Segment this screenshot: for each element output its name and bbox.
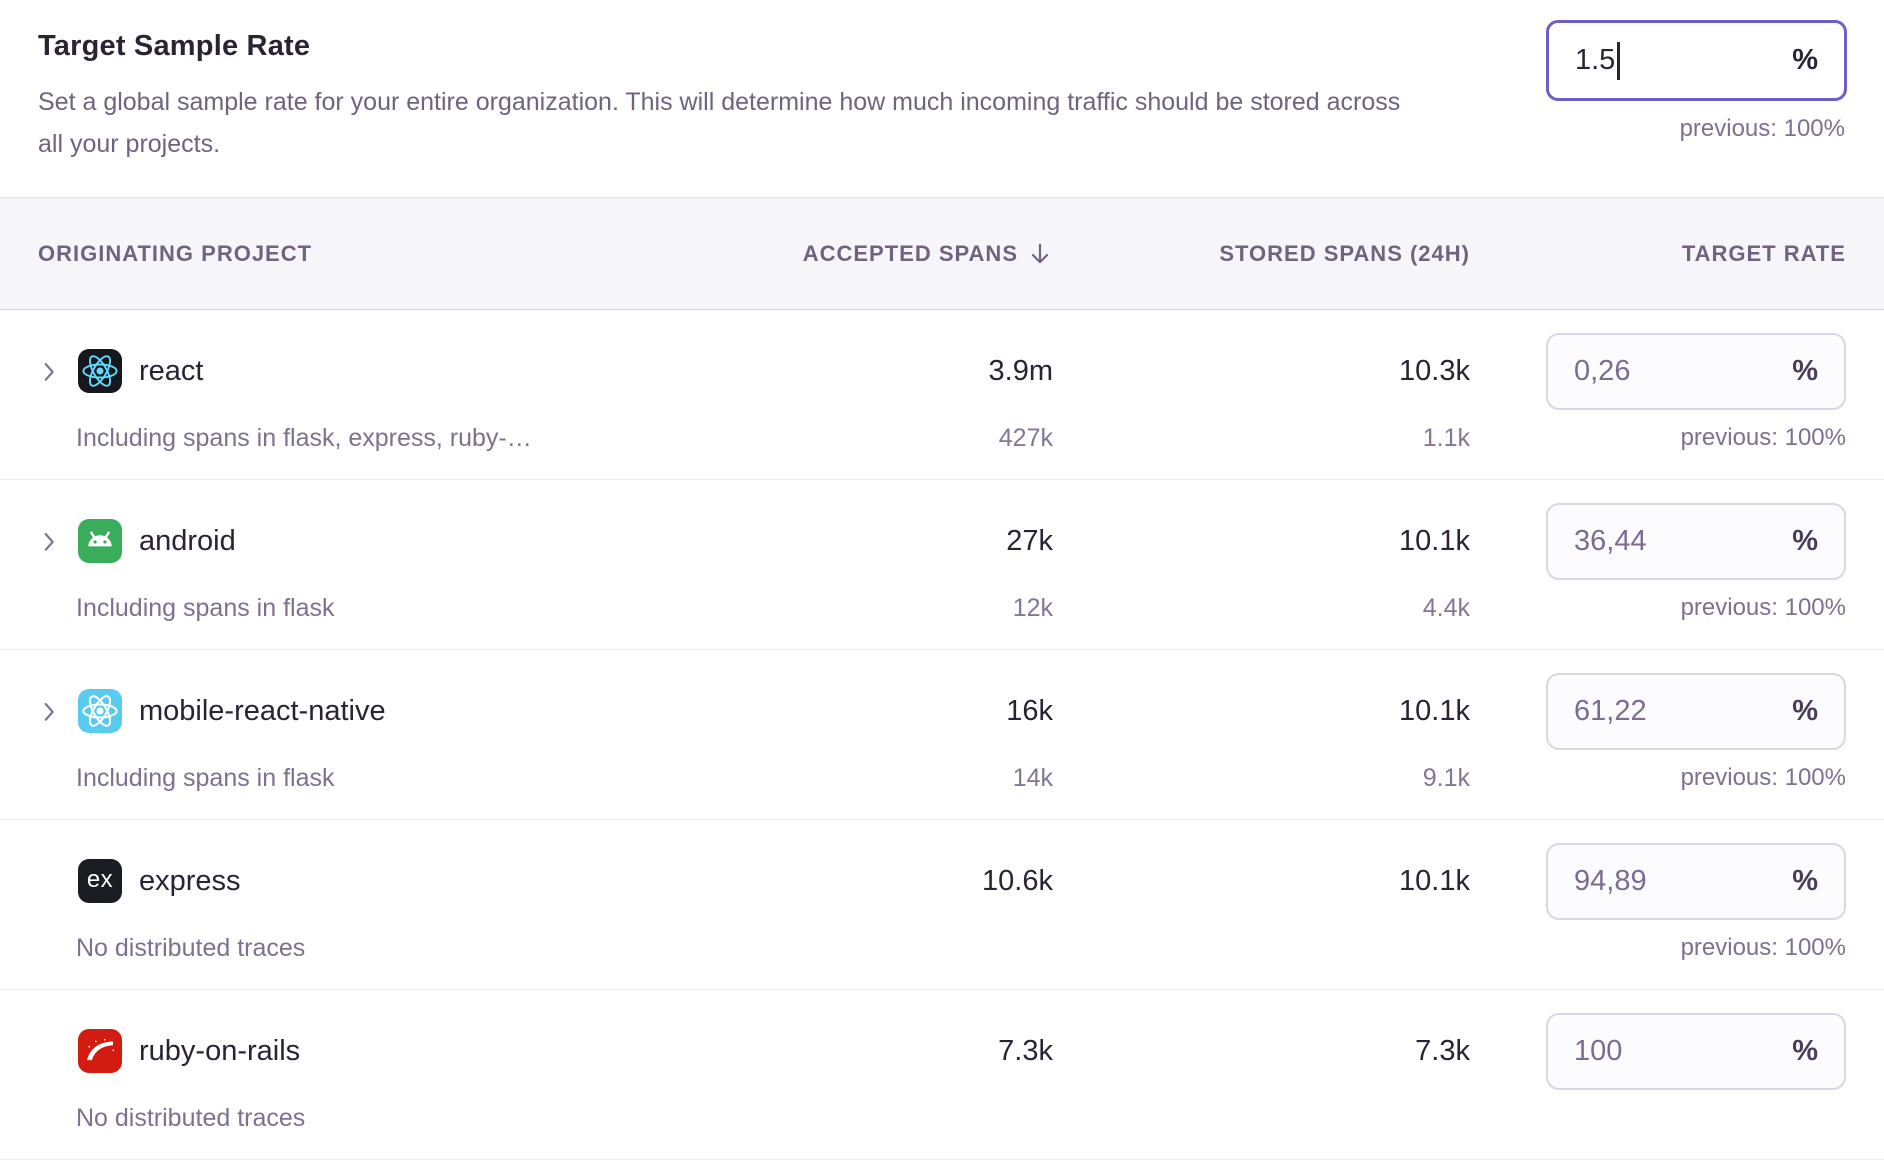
stored-spans-value: 10.1k: [1399, 524, 1470, 557]
react-platform-icon: [78, 349, 122, 393]
project-row-android: android 27k 10.1k 36,44 % Including span…: [0, 480, 1884, 650]
stored-spans-value: 10.3k: [1399, 354, 1470, 387]
percent-suffix: %: [1792, 354, 1818, 387]
previous-rate-label: previous: 100%: [1680, 934, 1846, 961]
previous-rate-label: previous: 100%: [1680, 424, 1846, 451]
sub-stored-spans-value: 1.1k: [1422, 424, 1470, 452]
project-name: react: [139, 354, 204, 387]
ruby-on-rails-platform-icon: [78, 1029, 122, 1073]
global-rate-block: 1.5 % previous: 100%: [1546, 20, 1847, 143]
sub-accepted-spans-value: 14k: [1012, 764, 1053, 792]
accepted-spans-value: 10.6k: [982, 864, 1053, 897]
stored-spans-value: 10.1k: [1399, 864, 1470, 897]
stored-spans-value: 7.3k: [1415, 1034, 1470, 1067]
project-row-react: react 3.9m 10.3k 0,26 % Including spans …: [0, 310, 1884, 480]
project-name: express: [139, 864, 241, 897]
table-header: Originating Project Accepted Spans Store…: [0, 197, 1884, 310]
global-sample-rate-input[interactable]: 1.5 %: [1546, 20, 1847, 101]
previous-rate-label: previous: 100%: [1680, 594, 1846, 621]
accepted-spans-value: 27k: [1006, 524, 1053, 557]
previous-rate-label: previous: 100%: [1680, 764, 1846, 791]
project-sub-row: Including spans in flask, express, ruby-…: [38, 424, 1846, 454]
sub-stored-spans-value: 4.4k: [1422, 594, 1470, 622]
distributed-traces-note: Including spans in flask, express, ruby-…: [76, 424, 532, 452]
accepted-spans-value: 7.3k: [998, 1034, 1053, 1067]
project-main-row: react 3.9m 10.3k 0,26 %: [38, 332, 1846, 410]
percent-suffix: %: [1792, 864, 1818, 897]
project-main-row: mobile-react-native 16k 10.1k 61,22 %: [38, 672, 1846, 750]
target-rate-input[interactable]: 36,44 %: [1546, 502, 1846, 580]
react-native-platform-icon: [78, 689, 122, 733]
project-row-express: ex express 10.6k 10.1k 94,89 % No distri…: [0, 820, 1884, 990]
project-sub-row: Including spans in flask 12k 4.4k previo…: [38, 594, 1846, 624]
percent-suffix: %: [1792, 694, 1818, 727]
distributed-traces-note: No distributed traces: [76, 934, 306, 962]
sub-stored-spans-value: 9.1k: [1422, 764, 1470, 792]
page-description: Set a global sample rate for your entire…: [38, 88, 1401, 158]
target-rate-input[interactable]: 100 %: [1546, 1012, 1846, 1090]
distributed-traces-note: Including spans in flask: [76, 764, 335, 792]
stored-spans-value: 10.1k: [1399, 694, 1470, 727]
android-platform-icon: [78, 519, 122, 563]
distributed-traces-note: No distributed traces: [76, 1104, 306, 1132]
column-header-accepted-spans[interactable]: Accepted Spans: [803, 241, 1053, 267]
expand-chevron-icon[interactable]: [38, 698, 60, 724]
project-main-row: android 27k 10.1k 36,44 %: [38, 502, 1846, 580]
project-row-mobile-react-native: mobile-react-native 16k 10.1k 61,22 % In…: [0, 650, 1884, 820]
previous-rate-label: previous: 100%: [1679, 115, 1845, 142]
target-sample-rate-header: Target Sample Rate Set a global sample r…: [0, 0, 1884, 197]
project-main-row: ruby-on-rails 7.3k 7.3k 100 %: [38, 1012, 1846, 1090]
expand-chevron-icon[interactable]: [38, 528, 60, 554]
project-row-ruby-on-rails: ruby-on-rails 7.3k 7.3k 100 % No distrib…: [0, 990, 1884, 1160]
target-rate-input[interactable]: 94,89 %: [1546, 842, 1846, 920]
percent-suffix: %: [1792, 524, 1818, 557]
project-name: mobile-react-native: [139, 694, 386, 727]
sub-accepted-spans-value: 12k: [1012, 594, 1053, 622]
global-sample-rate-value: 1.5: [1575, 44, 1616, 76]
project-sub-row: Including spans in flask 14k 9.1k previo…: [38, 764, 1846, 794]
project-name: ruby-on-rails: [139, 1034, 301, 1067]
accepted-spans-value: 3.9m: [988, 354, 1053, 387]
express-platform-icon: ex: [78, 859, 122, 903]
percent-suffix: %: [1792, 44, 1818, 76]
sort-desc-icon: [1031, 243, 1049, 263]
project-sub-row: No distributed traces: [38, 1104, 1846, 1134]
column-header-originating-project: Originating Project: [38, 240, 313, 266]
target-rate-input[interactable]: 0,26 %: [1546, 332, 1846, 410]
distributed-traces-note: Including spans in flask: [76, 594, 335, 622]
page-title: Target Sample Rate: [38, 30, 311, 62]
text-caret: [1617, 41, 1621, 80]
column-header-target-rate: Target Rate: [1681, 240, 1846, 266]
sub-accepted-spans-value: 427k: [998, 424, 1053, 452]
project-name: android: [139, 524, 236, 557]
target-rate-input[interactable]: 61,22 %: [1546, 672, 1846, 750]
accepted-spans-value: 16k: [1006, 694, 1053, 727]
percent-suffix: %: [1792, 1034, 1818, 1067]
column-header-stored-spans: Stored Spans (24h): [1219, 240, 1470, 266]
expand-chevron-icon[interactable]: [38, 358, 60, 384]
project-main-row: ex express 10.6k 10.1k 94,89 %: [38, 842, 1846, 920]
project-sub-row: No distributed traces previous: 100%: [38, 934, 1846, 964]
